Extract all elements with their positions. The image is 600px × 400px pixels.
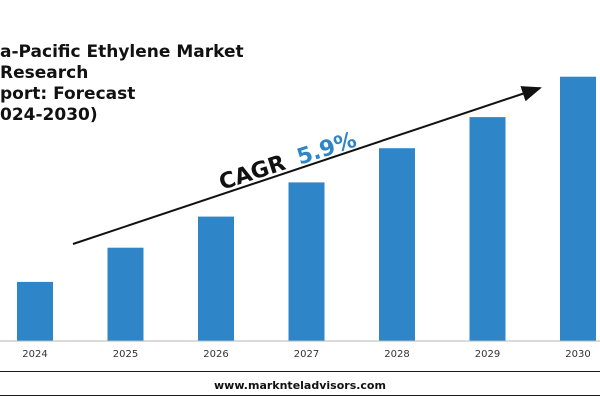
- bar-2025: [107, 247, 144, 341]
- footer-divider: [0, 371, 600, 372]
- x-tick-label-2026: 2026: [203, 349, 228, 360]
- footer-divider-bottom: [0, 395, 600, 396]
- x-tick-label-2027: 2027: [294, 349, 319, 360]
- bar-2029: [469, 117, 506, 341]
- x-tick-label-2030: 2030: [565, 349, 590, 360]
- bar-2027: [288, 182, 325, 341]
- x-tick-label-2025: 2025: [113, 349, 138, 360]
- bar-2028: [379, 148, 415, 341]
- cagr-value: 5.9%: [294, 128, 360, 171]
- x-tick-label-2028: 2028: [384, 349, 409, 360]
- cagr-trend-arrow: [72, 86, 542, 245]
- x-tick-label-2024: 2024: [22, 349, 47, 360]
- bar-2026: [198, 216, 234, 341]
- bar-2030: [560, 76, 596, 341]
- footer-website: www.marknteladvisors.com: [214, 379, 386, 392]
- cagr-annotation: CAGR 5.9%: [216, 128, 360, 196]
- bar-2024: [17, 281, 53, 341]
- chart-title: a-Pacific Ethylene Market Research port:…: [0, 42, 244, 125]
- cagr-label: CAGR: [216, 151, 289, 196]
- x-tick-label-2029: 2029: [475, 349, 500, 360]
